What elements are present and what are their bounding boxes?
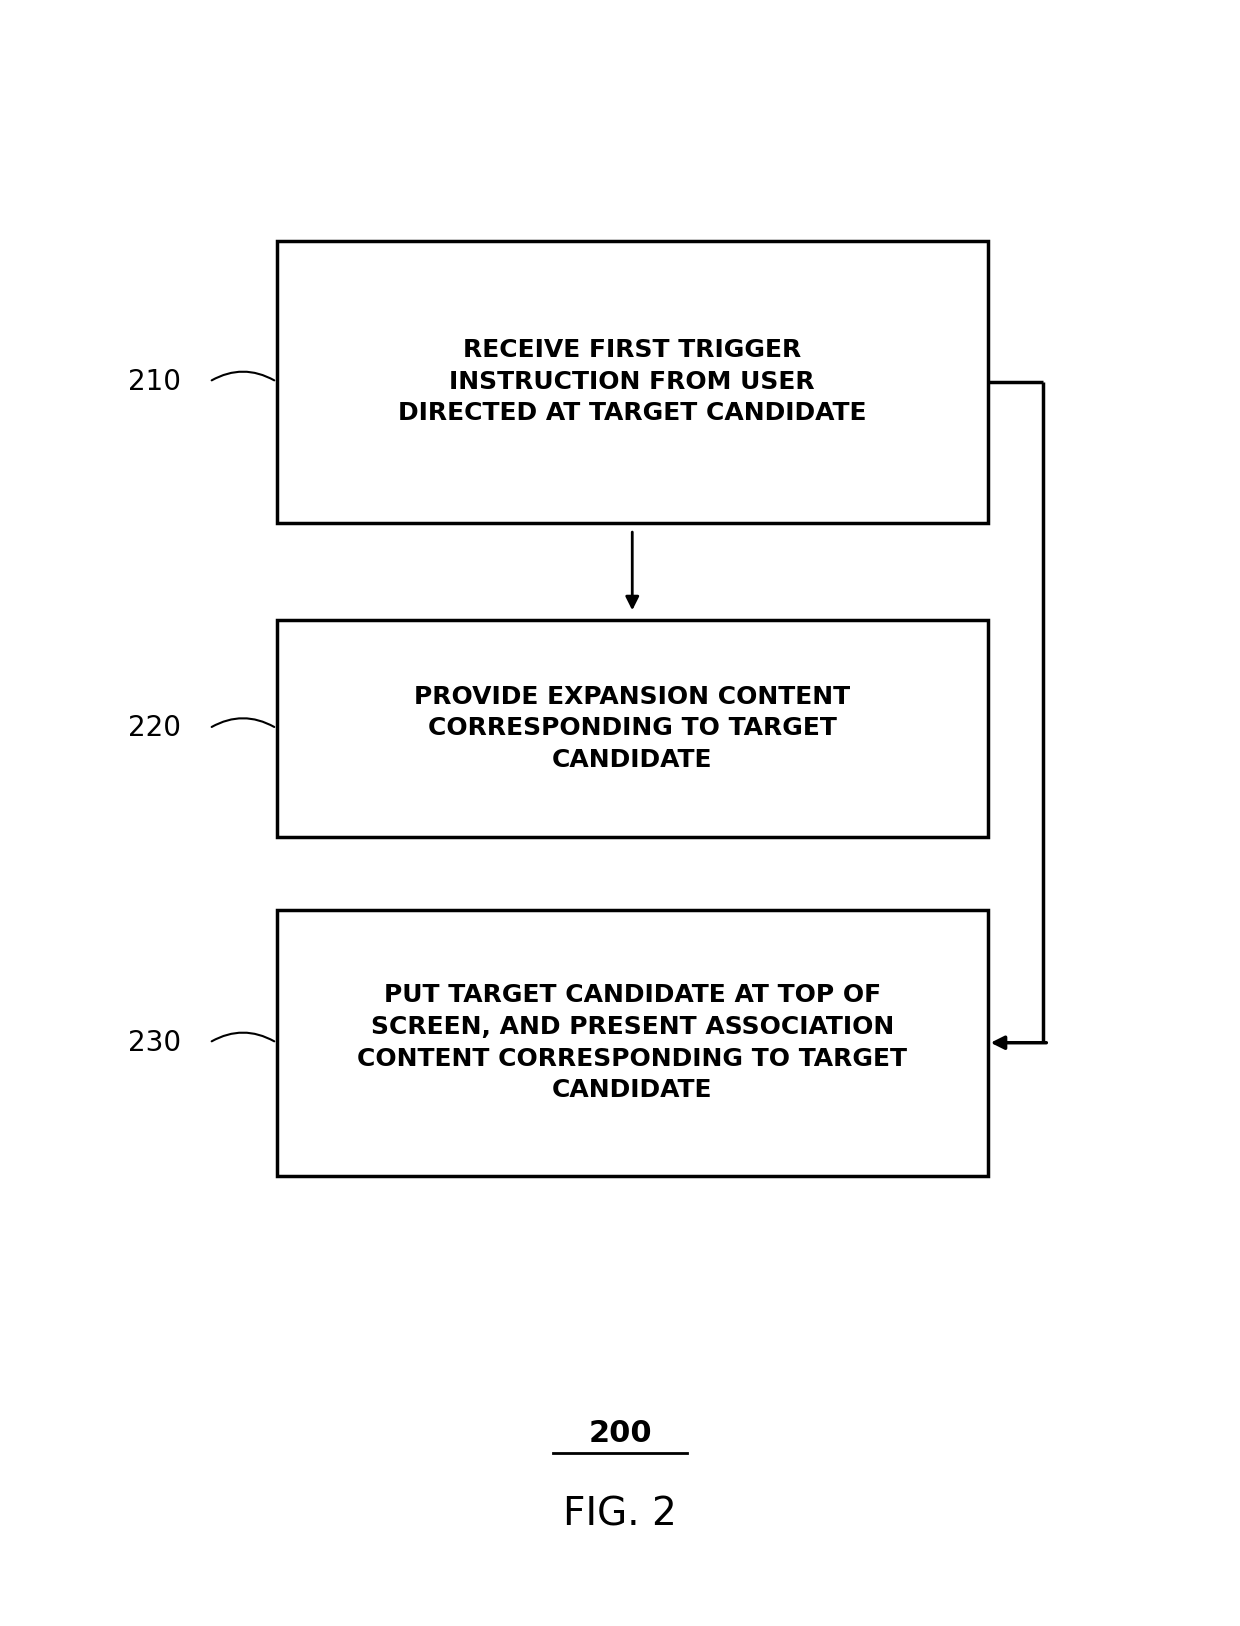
Text: 200: 200 <box>588 1419 652 1449</box>
Text: 210: 210 <box>128 367 181 395</box>
Text: 230: 230 <box>128 1029 181 1057</box>
FancyBboxPatch shape <box>277 620 988 837</box>
Text: FIG. 2: FIG. 2 <box>563 1496 677 1533</box>
FancyBboxPatch shape <box>277 241 988 524</box>
Text: 220: 220 <box>128 714 181 743</box>
FancyBboxPatch shape <box>277 909 988 1176</box>
Text: PUT TARGET CANDIDATE AT TOP OF
SCREEN, AND PRESENT ASSOCIATION
CONTENT CORRESPON: PUT TARGET CANDIDATE AT TOP OF SCREEN, A… <box>357 984 908 1102</box>
Text: PROVIDE EXPANSION CONTENT
CORRESPONDING TO TARGET
CANDIDATE: PROVIDE EXPANSION CONTENT CORRESPONDING … <box>414 685 851 772</box>
Text: RECEIVE FIRST TRIGGER
INSTRUCTION FROM USER
DIRECTED AT TARGET CANDIDATE: RECEIVE FIRST TRIGGER INSTRUCTION FROM U… <box>398 338 867 426</box>
